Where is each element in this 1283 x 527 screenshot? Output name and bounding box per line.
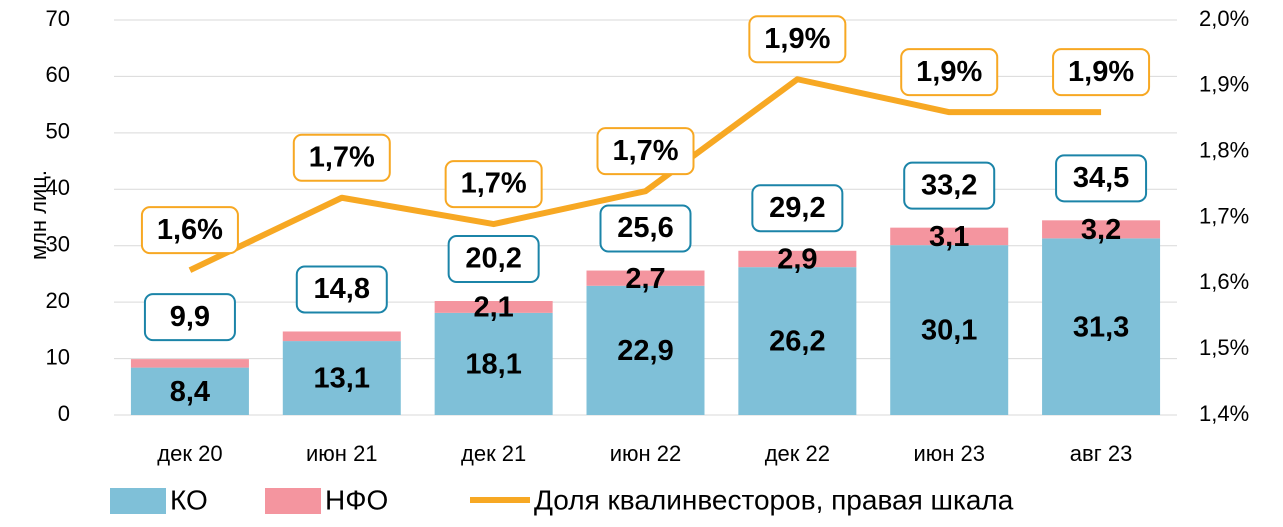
bar-segment bbox=[890, 227, 1009, 246]
bar-segment bbox=[586, 270, 705, 286]
line-label: 1,7% bbox=[612, 135, 678, 167]
data-label: 2,1 bbox=[473, 292, 513, 324]
y2-tick-label: 1,4% bbox=[1199, 401, 1249, 426]
bar-segment bbox=[1042, 220, 1161, 239]
data-label: 2,7 bbox=[625, 263, 665, 295]
y2-tick-label: 1,5% bbox=[1199, 335, 1249, 360]
line-label-box bbox=[748, 15, 847, 64]
y2-tick-label: 1,6% bbox=[1199, 269, 1249, 294]
bar-segment bbox=[130, 367, 249, 415]
bar-segment bbox=[282, 331, 401, 342]
bar-segment bbox=[130, 359, 249, 368]
line-label: 1,7% bbox=[461, 168, 527, 200]
y-tick-label: 70 bbox=[46, 6, 70, 31]
line-label-box bbox=[292, 133, 391, 182]
line-label: 1,9% bbox=[916, 56, 982, 88]
y2-tick-label: 1,8% bbox=[1199, 137, 1249, 162]
bar-segment bbox=[738, 267, 857, 415]
line-label-box bbox=[444, 160, 543, 209]
x-tick-label: июн 22 bbox=[610, 441, 682, 466]
x-tick-label: дек 20 bbox=[157, 441, 222, 466]
data-label: 31,3 bbox=[1073, 311, 1129, 343]
y2-tick-label: 1,7% bbox=[1199, 203, 1249, 228]
bar-segment bbox=[282, 341, 401, 415]
x-tick-label: июн 21 bbox=[306, 441, 378, 466]
bar-segment bbox=[738, 250, 857, 268]
bar-segment bbox=[434, 301, 553, 313]
data-label: 18,1 bbox=[465, 349, 521, 381]
line-label: 1,9% bbox=[1068, 56, 1134, 88]
total-label: 20,2 bbox=[465, 243, 521, 275]
legend-swatch bbox=[110, 488, 166, 514]
total-label: 29,2 bbox=[769, 192, 825, 224]
data-label: 8,4 bbox=[170, 376, 210, 408]
data-label: 3,2 bbox=[1081, 214, 1121, 246]
y-axis-label: млн лиц. bbox=[26, 170, 51, 260]
y-tick-label: 40 bbox=[46, 175, 70, 200]
total-box bbox=[751, 184, 844, 233]
y-tick-label: 20 bbox=[46, 288, 70, 313]
y-tick-label: 60 bbox=[46, 62, 70, 87]
total-label: 33,2 bbox=[921, 169, 977, 201]
y-tick-label: 10 bbox=[46, 344, 70, 369]
total-box bbox=[447, 235, 540, 284]
y-tick-label: 0 bbox=[58, 401, 70, 426]
bar-segment bbox=[434, 312, 553, 415]
line-label-box bbox=[900, 48, 999, 97]
total-label: 34,5 bbox=[1073, 162, 1129, 194]
bar-segment bbox=[1042, 238, 1161, 415]
x-tick-label: июн 23 bbox=[913, 441, 985, 466]
total-box bbox=[295, 265, 388, 314]
line-label-box bbox=[140, 206, 239, 255]
line-label: 1,9% bbox=[764, 23, 830, 55]
legend-label: НФО bbox=[325, 484, 388, 515]
total-box bbox=[599, 204, 692, 253]
data-label: 30,1 bbox=[921, 315, 977, 347]
bar-segment bbox=[586, 285, 705, 415]
y-tick-label: 30 bbox=[46, 232, 70, 257]
data-label: 3,1 bbox=[929, 221, 969, 253]
x-tick-label: дек 21 bbox=[461, 441, 526, 466]
legend-label: Доля квалинвесторов, правая шкала bbox=[534, 484, 1014, 515]
line-label: 1,6% bbox=[157, 214, 223, 246]
y2-tick-label: 1,9% bbox=[1199, 72, 1249, 97]
y2-tick-label: 2,0% bbox=[1199, 6, 1249, 31]
total-box bbox=[1055, 154, 1148, 203]
line bbox=[188, 76, 1102, 273]
x-tick-label: дек 22 bbox=[765, 441, 830, 466]
data-label: 2,9 bbox=[777, 244, 817, 276]
bar-segment bbox=[890, 245, 1009, 415]
total-box bbox=[143, 293, 236, 342]
total-label: 14,8 bbox=[314, 273, 370, 305]
y-tick-label: 50 bbox=[46, 119, 70, 144]
legend-label: КО bbox=[170, 484, 208, 515]
line-label: 1,7% bbox=[309, 141, 375, 173]
total-label: 25,6 bbox=[617, 212, 673, 244]
legend-swatch bbox=[265, 488, 321, 514]
data-label: 13,1 bbox=[314, 363, 370, 395]
line-label-box bbox=[596, 127, 695, 176]
line-label-box bbox=[1052, 48, 1151, 97]
total-label: 9,9 bbox=[170, 301, 210, 333]
data-label: 26,2 bbox=[769, 326, 825, 358]
x-tick-label: авг 23 bbox=[1070, 441, 1133, 466]
total-box bbox=[903, 161, 996, 210]
data-label: 22,9 bbox=[617, 335, 673, 367]
